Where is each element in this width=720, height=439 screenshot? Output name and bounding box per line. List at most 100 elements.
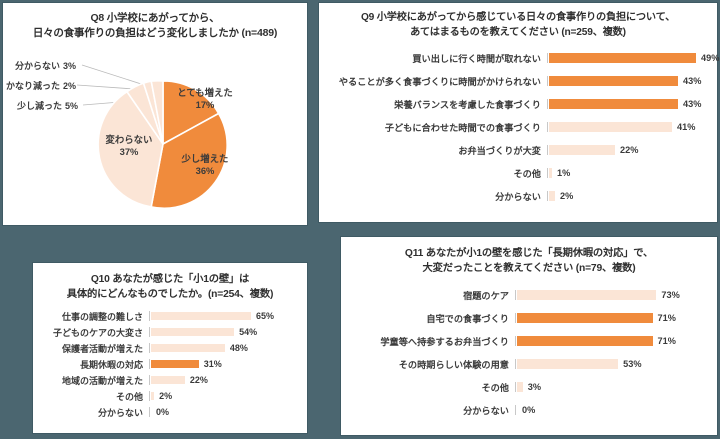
bar-category-label: やることが多く食事づくりに時間がかけられない [338,76,541,87]
bar-fill [517,381,523,392]
chart-title-q9-line1: Q9 小学校にあがってから感じている日々の食事作りの負担について、 [360,12,676,23]
bar-row: お弁当づくりが大変 22% [325,138,711,161]
chart-title-q10: Q10 あなたが感じた「小1の壁」は 具体的にどんなものでしたか。(n=254、… [33,263,307,304]
bar-category-label: 学童等へ持参するお弁当づくり [380,336,509,347]
bar-track: 0% [515,404,711,415]
bar-track: 0% [149,407,301,417]
bar-row: 分からない 2% [325,184,711,207]
bar-category-label: 長期休暇の対応 [79,359,143,370]
bar-value-label: 71% [657,335,676,346]
bar-track: 3% [515,381,711,392]
pie-label-same-text: 変わらない [105,134,153,145]
chart-card-q8: Q8 小学校にあがってから、 日々の食事作りの負担はどう変化しましたか (n=4… [2,2,308,226]
bar-category-label: 保護者活動が増えた [61,343,143,354]
bar-value-label: 31% [203,359,222,369]
bar-fill [549,121,672,132]
bar-value-label: 49% [701,52,720,63]
bar-value-label: 22% [620,144,639,155]
bar-category-label: 地域の活動が増えた [61,375,143,386]
pie-label-verymuch-pct: 17% [195,99,215,110]
bar-fill [517,289,657,300]
pie-callout-decreased-lot-text: かなり減った [6,81,61,91]
bar-category-label: 自宅での食事づくり [426,313,509,324]
pie-slice-verymuch [162,80,220,146]
bar-fill [151,344,225,352]
bar-fill [549,190,555,201]
bar-fill [549,167,552,178]
bar-track: 2% [547,190,711,201]
bar-category-label: その他 [481,382,509,393]
bar-value-label: 41% [677,121,696,132]
bar-fill [549,52,696,63]
bar-category-label: 栄養バランスを考慮した食事づくり [394,99,541,110]
bar-row: 分からない 0% [347,398,711,421]
pie-label-verymuch: とても増えた 17% [166,87,244,111]
pie-callout-decreased-little-pct: 5% [65,101,79,111]
bar-track: 43% [547,75,711,86]
chart-title-q11-line1: Q11 あなたが小1の壁を感じた「長期休暇の対応」で、 [404,248,654,259]
bar-row: 宿題のケア 73% [347,283,711,306]
chart-title-q10-line2: 具体的にどんなものでしたか。(n=254、複数) [66,289,274,300]
bar-value-label: 0% [156,407,170,417]
bar-fill [151,328,235,336]
bar-row: 子どもに合わせた時間での食事づくり 41% [325,115,711,138]
pie-callout-decreased-lot: かなり減った 2% [6,79,76,92]
bar-row: 地域の活動が増えた 22% [39,372,301,388]
bar-fill [151,376,185,384]
bar-chart-q10: 仕事の調整の難しさ 65% 子どものケアの大変さ 54% 保護者活動が増えた 48% 長期休… [33,308,307,420]
bar-value-label: 43% [683,75,702,86]
bar-track: 22% [547,144,711,155]
bar-track: 53% [515,358,711,369]
bar-category-label: 子どものケアの大変さ [52,327,143,338]
bar-category-label: 子どもに合わせた時間での食事づくり [384,122,541,133]
bar-row: 保護者活動が増えた 48% [39,340,301,356]
bar-track: 49% [547,52,720,63]
pie-label-same-pct: 37% [119,146,139,157]
chart-title-q10-line1: Q10 あなたが感じた「小1の壁」は [90,274,250,285]
bar-category-label: 分からない [463,405,509,416]
bar-category-label: その他 [513,168,541,179]
pie-slice-unknown [150,79,164,145]
chart-card-q11: Q11 あなたが小1の壁を感じた「長期休暇の対応」で、 大変だったことを教えてく… [340,236,718,436]
pie-chart-q8: とても増えた 17% 少し増えた 36% 変わらない 37% 分からない 3% か… [3,43,307,221]
bar-row: その他 2% [39,388,301,404]
bar-track: 1% [547,167,711,178]
bar-value-label: 48% [229,343,248,353]
bar-value-label: 73% [661,289,680,300]
bar-chart-q9: 買い出しに行く時間が取れない 49% やることが多く食事づくりに時間がかけられない 4… [319,46,720,207]
pie-callout-unknown: 分からない 3% [15,59,76,72]
bar-category-label: その他 [115,391,143,402]
bar-track: 22% [149,375,301,385]
bar-value-label: 1% [557,167,571,178]
bar-category-label: 買い出しに行く時間が取れない [412,53,541,64]
pie-callout-decreased-lot-pct: 2% [63,81,77,91]
bar-row: 子どものケアの大変さ 54% [39,324,301,340]
bar-row: やることが多く食事づくりに時間がかけられない 43% [325,69,711,92]
bar-value-label: 2% [560,190,574,201]
bar-track: 48% [149,343,301,353]
pie-label-slight-pct: 36% [195,165,215,176]
bar-fill [517,312,653,323]
bar-value-label: 3% [527,381,541,392]
bar-row: 栄養バランスを考慮した食事づくり 43% [325,92,711,115]
bar-category-label: お弁当づくりが大変 [458,145,541,156]
bar-value-label: 65% [256,311,275,321]
bar-value-label: 2% [159,391,173,401]
bar-fill [151,312,251,320]
bar-category-label: 仕事の調整の難しさ [61,311,143,322]
bar-fill [549,144,615,155]
chart-title-q8: Q8 小学校にあがってから、 日々の食事作りの負担はどう変化しましたか (n=4… [3,3,307,43]
bar-value-label: 0% [522,404,536,415]
bar-value-label: 43% [683,98,702,109]
pie-callout-unknown-pct: 3% [63,61,77,71]
bar-track: 43% [547,98,711,109]
bar-row: 仕事の調整の難しさ 65% [39,308,301,324]
bar-category-label: 分からない [97,407,143,418]
bar-row: その時期らしい体験の用意 53% [347,352,711,375]
chart-title-q11: Q11 あなたが小1の壁を感じた「長期休暇の対応」で、 大変だったことを教えてく… [341,237,717,278]
bar-value-label: 54% [239,327,258,337]
bar-track: 41% [547,121,711,132]
pie-label-verymuch-text: とても増えた [177,87,233,98]
bar-fill [151,360,199,368]
bar-fill [517,358,619,369]
